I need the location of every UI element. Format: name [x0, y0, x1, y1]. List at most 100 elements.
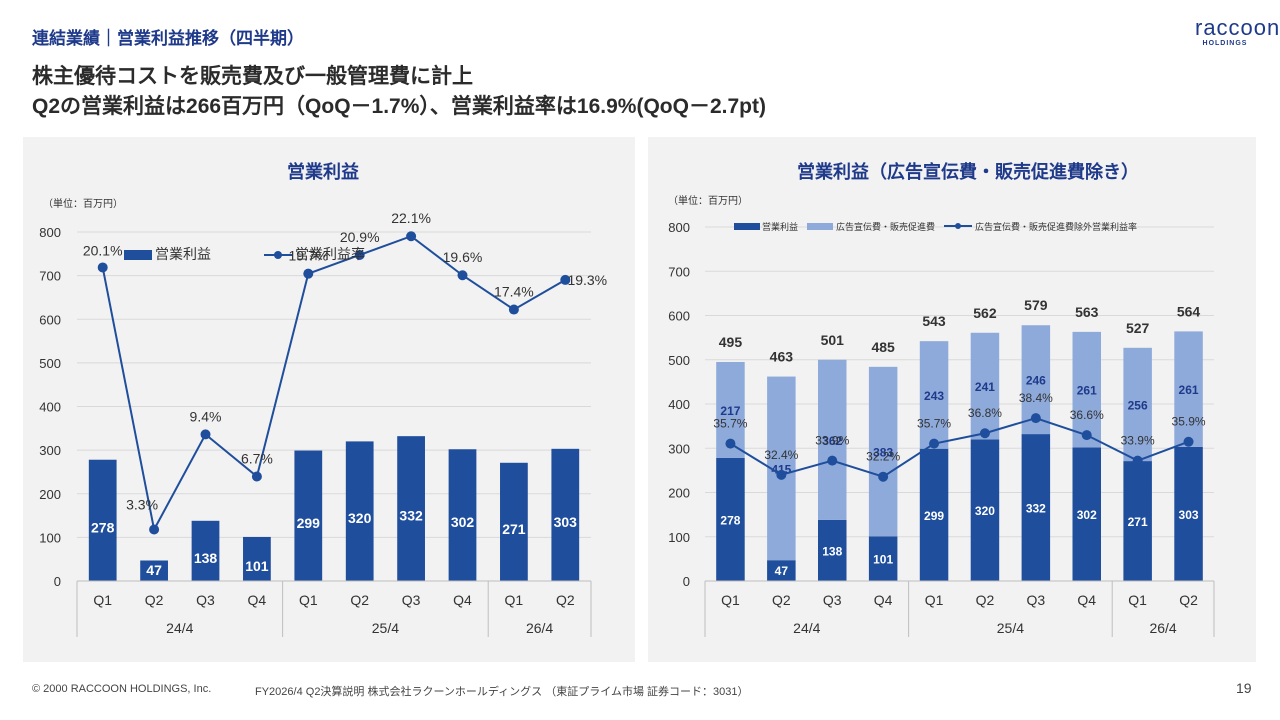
rate-marker — [929, 438, 940, 449]
bar-value-label: 299 — [924, 509, 944, 523]
rate-marker — [827, 455, 838, 466]
x-tick-label: Q1 — [299, 592, 318, 608]
y-tick-label: 600 — [668, 309, 690, 324]
rate-marker — [776, 469, 787, 480]
rate-marker — [406, 231, 417, 242]
headline: 株主優待コストを販売費及び一般管理費に計上 Q2の営業利益は266百万円（QoQ… — [32, 62, 766, 122]
document-info: FY2026/4 Q2決算説明 株式会社ラクーンホールディングス （東証プライム… — [255, 686, 749, 698]
bar-operating-income — [191, 520, 220, 581]
rate-label: 19.7% — [288, 248, 328, 264]
rate-marker — [303, 268, 314, 279]
bar-value-label: 243 — [924, 389, 944, 403]
legend-label: 営業利益 — [762, 221, 798, 232]
bar-operating-income — [140, 560, 168, 581]
bar-value-label: 217 — [720, 404, 740, 418]
rate-marker — [354, 249, 365, 260]
bar-value-label: 320 — [975, 504, 995, 518]
rate-line — [101, 235, 566, 533]
rate-label: 3.3% — [126, 497, 158, 513]
bar-operating-income — [345, 441, 374, 581]
y-tick-label: 800 — [39, 225, 61, 240]
rate-marker — [97, 262, 108, 273]
rate-label: 35.7% — [713, 417, 747, 431]
bar-value-label: 302 — [451, 514, 475, 530]
y-tick-label: 200 — [668, 486, 690, 501]
bar-value-label: 261 — [1179, 383, 1199, 397]
x-tick-label: Q2 — [145, 592, 164, 608]
x-group-label: 25/4 — [997, 620, 1024, 636]
bar-ad-promo-cost — [1174, 331, 1203, 447]
rate-label: 20.9% — [340, 229, 380, 245]
bar-value-label: 302 — [1077, 508, 1097, 522]
chart-title: 営業利益 — [287, 161, 359, 182]
y-tick-label: 500 — [668, 353, 690, 368]
x-group-label: 24/4 — [166, 620, 193, 636]
x-tick-label: Q4 — [453, 592, 472, 608]
x-group-label: 25/4 — [372, 620, 399, 636]
bar-ad-promo-cost — [868, 366, 898, 537]
x-tick-label: Q1 — [1128, 592, 1147, 608]
rate-marker — [251, 471, 262, 482]
rate-marker — [457, 270, 468, 281]
bar-total-label: 579 — [1024, 297, 1048, 313]
bar-value-label: 47 — [146, 562, 162, 578]
page-number: 19 — [1236, 680, 1252, 696]
x-tick-label: Q3 — [823, 592, 842, 608]
operating-income-chart: 営業利益 （単位：百万円） 0 100 200 300 400 500 600 700 800 278… — [39, 161, 607, 637]
bar-ad-promo-cost — [919, 341, 949, 449]
rate-marker — [878, 471, 889, 482]
y-tick-label: 0 — [683, 574, 690, 589]
bar-operating-income — [1174, 446, 1203, 581]
x-group-label: 26/4 — [526, 620, 553, 636]
rate-marker — [1132, 455, 1143, 466]
y-tick-label: 700 — [668, 264, 690, 279]
bar-operating-income — [551, 448, 580, 581]
legend-swatch-bar — [734, 223, 760, 230]
bar-value-label: 101 — [873, 553, 893, 567]
rate-marker — [1030, 413, 1041, 424]
x-tick-label: Q2 — [976, 592, 995, 608]
rate-label: 36.8% — [968, 406, 1002, 420]
x-tick-label: Q3 — [402, 592, 421, 608]
rate-marker — [1081, 430, 1092, 441]
rate-marker — [725, 438, 736, 449]
logo-subtitle: HOLDINGS — [1202, 40, 1248, 47]
bar-value-label: 47 — [775, 564, 789, 578]
bar-operating-income — [919, 448, 949, 581]
legend-label: 営業利益 — [155, 246, 211, 262]
x-tick-label: Q3 — [1027, 592, 1046, 608]
y-tick-label: 200 — [39, 487, 61, 502]
legend-label: 営業利益率 — [295, 246, 365, 262]
rate-label: 19.6% — [443, 249, 483, 265]
x-tick-label: Q2 — [350, 592, 369, 608]
bar-total-label: 543 — [922, 313, 946, 329]
bar-operating-income — [88, 459, 117, 581]
bar-total-label: 562 — [973, 305, 997, 321]
logo-wordmark: raccoon — [1195, 15, 1280, 40]
bar-value-label: 332 — [399, 508, 423, 524]
rate-marker — [979, 428, 990, 439]
x-tick-label: Q4 — [248, 592, 267, 608]
bar-total-label: 495 — [719, 334, 743, 350]
bar-value-label: 271 — [1128, 515, 1148, 529]
bar-total-label: 564 — [1177, 303, 1201, 319]
rate-label: 22.1% — [391, 210, 431, 226]
bar-operating-income — [1021, 434, 1051, 581]
rate-marker — [560, 274, 571, 285]
x-group-label: 26/4 — [1149, 620, 1176, 636]
y-tick-label: 100 — [668, 530, 690, 545]
rate-line — [729, 417, 1189, 478]
rate-label: 9.4% — [190, 408, 222, 424]
x-tick-label: Q2 — [772, 592, 791, 608]
x-tick-label: Q1 — [925, 592, 944, 608]
bar-operating-income — [1072, 447, 1102, 581]
bar-value-label: 138 — [194, 550, 218, 566]
x-tick-label: Q4 — [1077, 592, 1096, 608]
bar-operating-income — [817, 519, 847, 581]
bar-value-label: 303 — [554, 514, 578, 530]
rate-label: 35.9% — [1172, 415, 1206, 429]
bar-value-label: 278 — [91, 519, 115, 535]
rate-label: 32.2% — [866, 450, 900, 464]
bar-ad-promo-cost — [1072, 331, 1102, 448]
x-tick-label: Q3 — [196, 592, 215, 608]
